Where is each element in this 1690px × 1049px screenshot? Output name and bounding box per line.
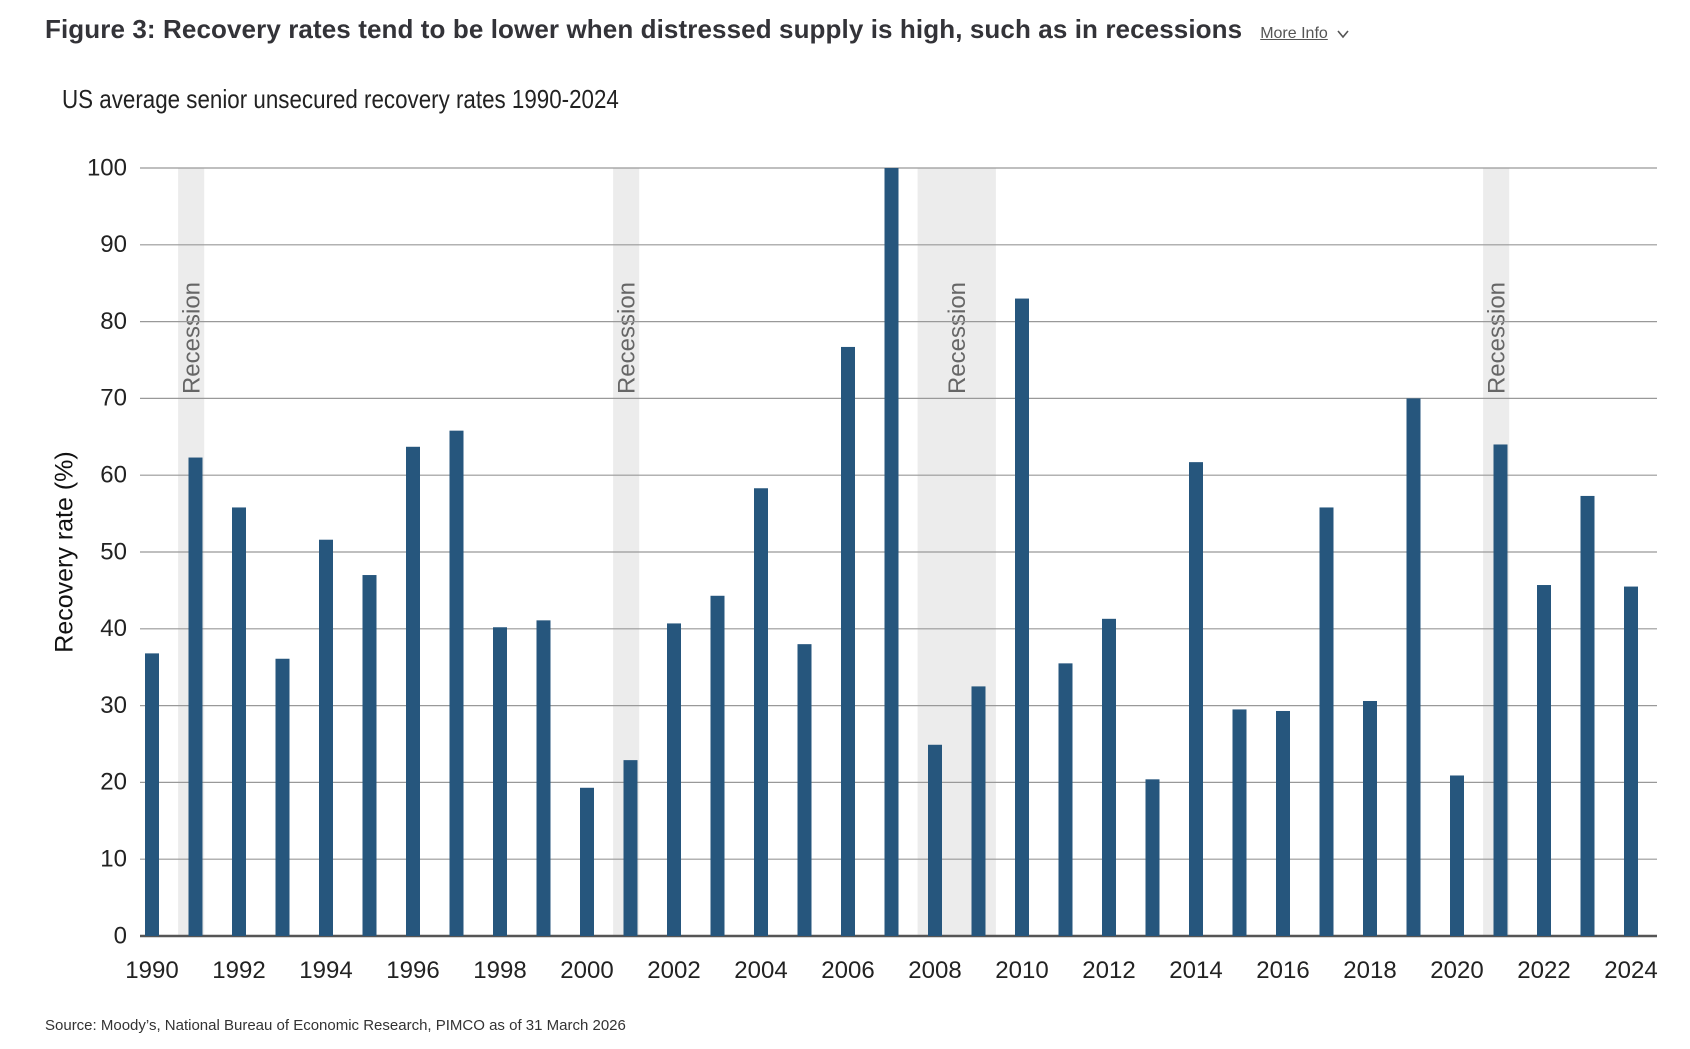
bar-1996 [406, 446, 420, 936]
y-tick-label: 100 [87, 154, 127, 181]
bar-1991 [188, 457, 203, 936]
x-tick-label: 2012 [1082, 957, 1135, 984]
y-tick-label: 30 [100, 692, 127, 719]
bar-2021 [1493, 444, 1508, 936]
bar-1994 [319, 539, 333, 936]
more-info-toggle[interactable]: More Info [1260, 25, 1350, 43]
bar-1995 [362, 575, 377, 936]
recession-label: Recession [178, 282, 205, 394]
figure-title: Figure 3: Recovery rates tend to be lowe… [45, 14, 1243, 44]
recession-label: Recession [1483, 282, 1510, 394]
y-tick-label: 20 [100, 769, 127, 796]
y-tick-label: 70 [100, 385, 127, 412]
bar-2003 [710, 595, 725, 936]
y-tick-label: 60 [100, 462, 127, 489]
bar-1993 [275, 658, 290, 936]
bar-2005 [797, 644, 812, 936]
x-tick-label: 2020 [1430, 957, 1483, 984]
bar-1992 [232, 507, 246, 936]
bar-1998 [493, 627, 507, 936]
x-tick-label: 1998 [473, 957, 526, 984]
bar-2007 [884, 168, 899, 936]
bar-2024 [1624, 586, 1638, 936]
bar-2001 [623, 760, 638, 936]
x-tick-label: 2018 [1343, 957, 1396, 984]
x-tick-label: 2000 [560, 957, 613, 984]
source-note: Source: Moody’s, National Bureau of Econ… [45, 1017, 626, 1034]
x-tick-label: 2022 [1517, 957, 1570, 984]
x-tick-label: 2002 [647, 957, 700, 984]
chart-title: US average senior unsecured recovery rat… [62, 84, 619, 114]
bar-2020 [1450, 775, 1464, 936]
x-tick-label: 2006 [821, 957, 874, 984]
more-info-label[interactable]: More Info [1260, 25, 1328, 42]
bar-1997 [449, 430, 464, 936]
chevron-down-icon[interactable] [1336, 27, 1350, 41]
x-tick-label: 1992 [212, 957, 265, 984]
bar-2010 [1015, 298, 1029, 936]
bar-2006 [841, 346, 855, 937]
bar-2016 [1276, 710, 1290, 936]
bar-1990 [145, 653, 159, 936]
x-tick-label: 1994 [299, 957, 352, 984]
recession-label: Recession [944, 282, 971, 394]
y-tick-label: 80 [100, 308, 127, 335]
bar-2018 [1363, 700, 1377, 936]
x-tick-label: 2004 [734, 957, 787, 984]
y-tick-label: 90 [100, 231, 127, 258]
bar-2000 [580, 787, 594, 936]
x-tick-label: 2014 [1169, 957, 1222, 984]
bar-1999 [536, 620, 551, 936]
x-tick-label: 2016 [1256, 957, 1309, 984]
bar-2019 [1406, 398, 1421, 936]
bar-2023 [1580, 495, 1595, 936]
x-tick-label: 1990 [125, 957, 178, 984]
bar-2022 [1537, 585, 1551, 936]
y-tick-label: 10 [100, 846, 127, 873]
x-tick-label: 2008 [908, 957, 961, 984]
bar-2011 [1058, 663, 1073, 936]
x-tick-label: 1996 [386, 957, 439, 984]
bar-2004 [754, 488, 768, 936]
bar-2015 [1232, 709, 1247, 936]
y-tick-label: 0 [114, 922, 127, 949]
bar-2002 [667, 623, 681, 936]
bar-2009 [971, 686, 986, 936]
x-tick-label: 2024 [1604, 957, 1657, 984]
bar-2017 [1319, 507, 1334, 936]
bar-2014 [1189, 462, 1203, 936]
y-tick-label: 50 [100, 538, 127, 565]
bar-2008 [928, 744, 942, 936]
figure-header: Figure 3: Recovery rates tend to be lowe… [45, 14, 1350, 45]
bar-2013 [1145, 779, 1160, 936]
y-tick-label: 40 [100, 615, 127, 642]
y-axis-label: Recovery rate (%) [51, 451, 79, 652]
x-tick-label: 2010 [995, 957, 1048, 984]
bar-2012 [1102, 618, 1116, 936]
recession-label: Recession [613, 282, 640, 394]
